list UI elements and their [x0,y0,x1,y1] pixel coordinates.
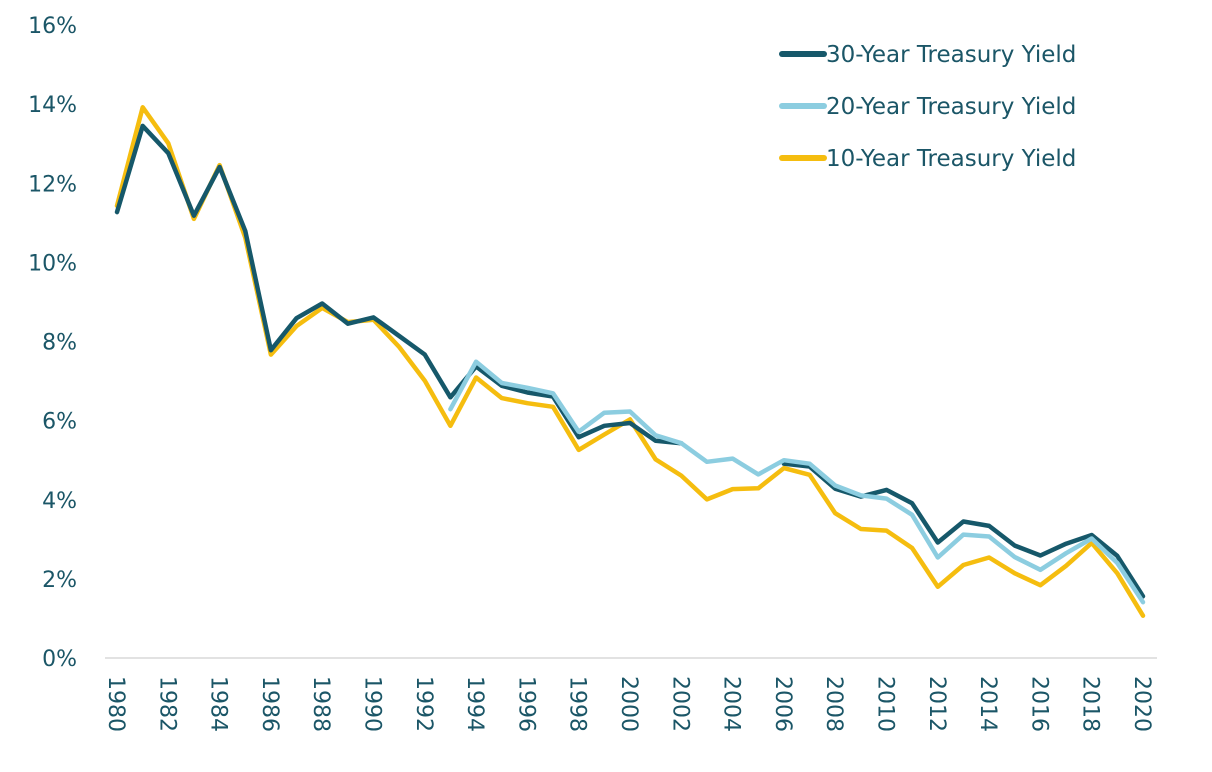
legend: 30-Year Treasury Yield 20-Year Treasury Y… [779,42,1076,172]
x-tick-label: 1988 [308,676,333,732]
x-tick-label: 1994 [462,676,487,732]
x-tick-label: 2000 [616,676,641,732]
x-tick-label: 1980 [103,676,128,732]
x-tick-label: 1986 [257,676,282,732]
x-axis-labels: 1980 1982 1984 1986 1988 1990 1992 1994 1996 1998… [103,676,1154,732]
series-line-30-year-treasury-yield [781,461,1146,599]
x-tick-label: 2012 [924,676,949,732]
series-line-10-year-treasury-yield [114,105,1146,618]
x-tick-label: 2018 [1078,676,1103,732]
series-lines [114,105,1146,618]
x-tick-label: 1990 [360,676,385,732]
x-tick-label: 2020 [1129,676,1154,732]
y-tick-label: 0% [42,647,77,672]
x-tick-label: 2002 [667,676,692,732]
y-tick-label: 12% [28,172,77,197]
legend-label: 20-Year Treasury Yield [826,94,1076,120]
y-tick-label: 2% [42,568,77,593]
x-tick-label: 1996 [513,676,538,732]
x-tick-label: 1998 [565,676,590,732]
x-tick-label: 2016 [1026,676,1051,732]
series-line-20-year-treasury-yield [448,359,1146,605]
series-line-30-year-treasury-yield [114,123,684,446]
y-tick-label: 10% [28,251,77,276]
y-tick-label: 14% [28,93,77,118]
legend-label: 10-Year Treasury Yield [826,146,1076,172]
y-tick-label: 4% [42,489,77,514]
x-tick-label: 2010 [873,676,898,732]
legend-label: 30-Year Treasury Yield [826,42,1076,68]
x-tick-label: 1982 [154,676,179,732]
x-tick-label: 1984 [206,676,231,732]
x-tick-label: 2008 [821,676,846,732]
y-tick-label: 16% [28,14,77,39]
y-tick-label: 6% [42,410,77,435]
y-axis-labels: 0% 2% 4% 6% 8% 10% 12% 14% 16% [28,14,77,672]
x-tick-label: 2014 [975,676,1000,732]
x-tick-label: 1992 [411,676,436,732]
x-tick-label: 2006 [770,676,795,732]
y-tick-label: 8% [42,331,77,356]
x-tick-label: 2004 [719,676,744,732]
